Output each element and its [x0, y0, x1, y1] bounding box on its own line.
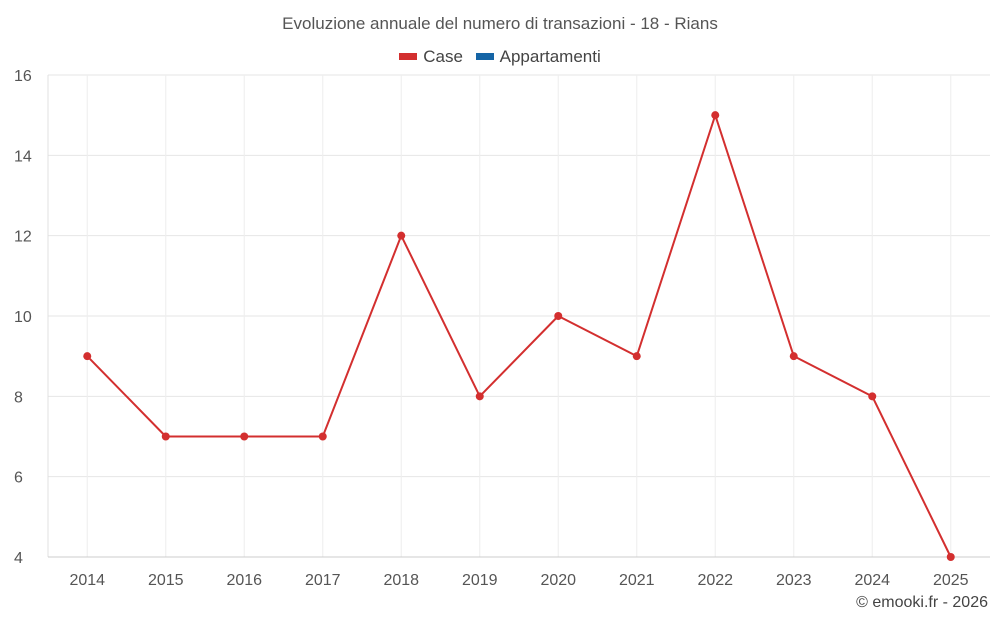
data-point[interactable] [789, 352, 798, 361]
data-point[interactable] [946, 553, 955, 561]
y-tick-label: 16 [14, 68, 32, 85]
y-tick-label: 4 [14, 550, 23, 567]
data-point[interactable] [83, 352, 92, 361]
y-tick-label: 12 [14, 229, 32, 246]
data-point[interactable] [161, 432, 170, 441]
x-tick-label: 2016 [226, 572, 262, 589]
x-tick-label: 2014 [69, 572, 105, 589]
data-point[interactable] [711, 111, 720, 120]
x-tick-label: 2023 [776, 572, 812, 589]
legend-label-appartamenti: Appartamenti [499, 46, 601, 66]
x-tick-label: 2018 [383, 572, 419, 589]
data-point[interactable] [475, 392, 484, 401]
x-tick-label: 2017 [305, 572, 341, 589]
data-point[interactable] [240, 432, 249, 441]
grid [48, 74, 990, 558]
y-tick-label: 14 [14, 148, 32, 165]
data-point[interactable] [318, 432, 327, 441]
x-tick-label: 2020 [540, 572, 576, 589]
legend-item-case[interactable]: Case [399, 47, 463, 67]
x-tick-label: 2025 [933, 572, 969, 589]
credit-text: © emooki.fr - 2026 [856, 594, 988, 611]
data-point[interactable] [397, 231, 406, 240]
y-tick-label: 6 [14, 470, 23, 487]
x-tick-label: 2021 [619, 572, 655, 589]
x-tick-label: 2019 [462, 572, 498, 589]
legend-item-appartamenti[interactable]: Appartamenti [475, 46, 601, 67]
x-tick-label: 2022 [697, 572, 733, 589]
axes: 4 6 8 10 12 14 16 2014 2015 2016 2017 2018 2019 2020 2… [14, 68, 990, 589]
legend-label-case: Case [423, 46, 463, 66]
y-tick-label: 10 [14, 309, 32, 326]
y-tick-label: 8 [14, 389, 23, 406]
series-layer [83, 111, 955, 561]
data-point[interactable] [554, 312, 563, 320]
data-point[interactable] [868, 392, 877, 401]
x-tick-label: 2015 [148, 572, 184, 589]
legend-swatch-appartamenti [475, 53, 494, 60]
x-tick-label: 2024 [854, 572, 890, 589]
chart-title: Evoluzione annuale del numero di transaz… [282, 14, 718, 33]
series-line-0 [86, 114, 952, 558]
legend-swatch-case [399, 53, 418, 60]
data-point[interactable] [632, 352, 641, 361]
legend: Case Appartamenti [0, 45, 1000, 67]
